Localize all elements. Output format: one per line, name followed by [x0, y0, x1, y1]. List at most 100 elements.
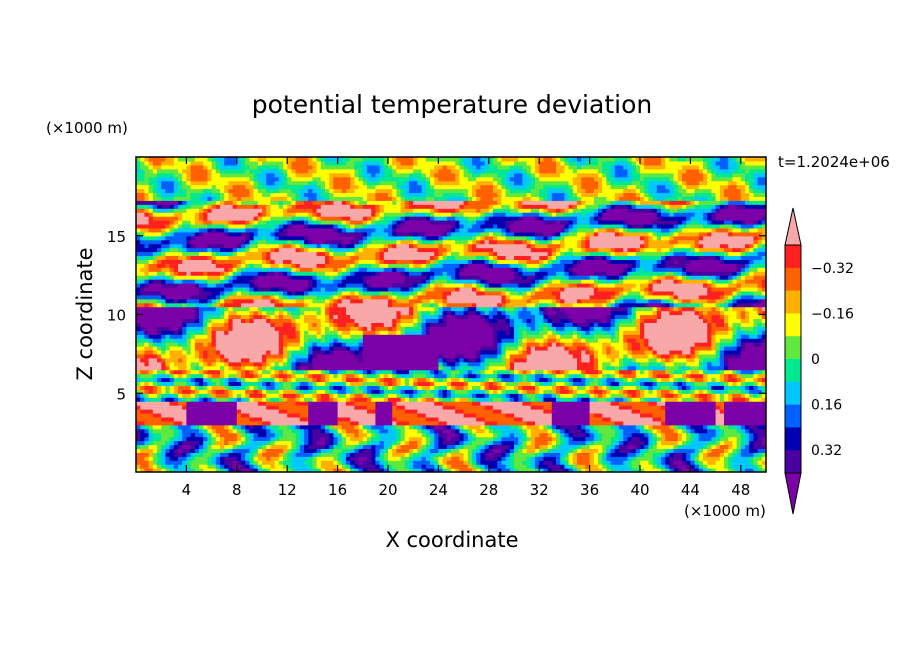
contour-cell [459, 397, 465, 402]
contour-cell [417, 377, 423, 383]
contour-cell [467, 424, 473, 430]
contour-cell [316, 460, 322, 465]
contour-cell [732, 436, 738, 442]
contour-cell [337, 440, 343, 446]
contour-cell [564, 416, 570, 422]
contour-cell [577, 346, 582, 351]
contour-cell [165, 393, 171, 398]
contour-cell [320, 412, 326, 418]
contour-cell [593, 361, 599, 367]
contour-cell [560, 448, 565, 453]
contour-cell [711, 428, 717, 434]
contour-cell [144, 428, 150, 434]
contour-cell [161, 416, 166, 422]
contour-cell [610, 444, 616, 449]
contour-cell [442, 357, 448, 363]
contour-cell [325, 397, 330, 402]
contour-cell [543, 428, 549, 434]
contour-cell [186, 452, 192, 457]
contour-cell [430, 397, 435, 402]
contour-cell [400, 389, 406, 394]
contour-cell [283, 361, 288, 367]
contour-cell [635, 401, 641, 406]
contour-cell [182, 365, 187, 371]
contour-cell [757, 444, 763, 449]
contour-cell [610, 448, 616, 453]
contour-cell [148, 377, 154, 383]
contour-cell [165, 444, 171, 449]
contour-cell [459, 468, 465, 472]
contour-cell [140, 393, 145, 398]
contour-cell [379, 377, 385, 383]
contour-cell [673, 361, 679, 367]
contour-cell [614, 377, 620, 383]
contour-cell [682, 377, 687, 383]
contour-cell [732, 373, 738, 379]
contour-cell [745, 460, 750, 465]
contour-cell [329, 377, 334, 383]
contour-cell [186, 405, 192, 410]
contour-cell [732, 428, 738, 434]
contour-cell [593, 409, 599, 414]
contour-cell [761, 393, 766, 398]
contour-cell [430, 385, 435, 390]
contour-cell [606, 389, 612, 394]
contour-cell [173, 357, 179, 363]
contour-cell [509, 440, 515, 446]
contour-cell [165, 409, 171, 414]
contour-cell [757, 452, 763, 457]
contour-cell [186, 409, 192, 414]
contour-cell [421, 432, 427, 438]
contour-cell [472, 357, 477, 363]
contour-cell [396, 456, 402, 461]
contour-cell [472, 397, 477, 402]
contour-cell [606, 373, 612, 379]
contour-cell [535, 420, 540, 426]
contour-cell [530, 385, 536, 390]
contour-cell [383, 381, 389, 386]
contour-cell [287, 412, 292, 418]
contour-cell [169, 452, 175, 457]
contour-cell [761, 424, 766, 430]
contour-cell [262, 416, 267, 422]
contour-cell [749, 393, 754, 398]
contour-cell [178, 456, 183, 461]
contour-cell [707, 456, 712, 461]
contour-cell [396, 342, 402, 347]
contour-cell [640, 353, 645, 359]
contour-cell [329, 393, 334, 398]
contour-cell [287, 468, 292, 472]
contour-cell [577, 428, 582, 434]
contour-cell [178, 452, 183, 457]
contour-cell [732, 440, 738, 446]
contour-cell [522, 416, 528, 422]
contour-cell [438, 377, 444, 383]
contour-cell [707, 452, 712, 457]
contour-cell [417, 409, 423, 414]
contour-cell [635, 416, 641, 422]
contour-cell [396, 432, 402, 438]
contour-cell [715, 409, 721, 414]
contour-cell [656, 381, 662, 386]
contour-cell [396, 346, 402, 351]
contour-cell [530, 401, 536, 406]
contour-cell [287, 464, 292, 469]
contour-cell [287, 397, 292, 402]
contour-cell [614, 385, 620, 390]
contour-cell [182, 464, 187, 469]
contour-cell [207, 436, 213, 442]
contour-cell [173, 460, 179, 465]
contour-cell [467, 346, 473, 351]
contour-cell [707, 440, 712, 446]
contour-cell [480, 440, 486, 446]
contour-cell [362, 346, 368, 351]
contour-cell [350, 405, 355, 410]
contour-cell [539, 420, 544, 426]
contour-cell [451, 349, 456, 355]
contour-cell [425, 405, 431, 410]
contour-cell [207, 464, 213, 469]
contour-cell [182, 460, 187, 465]
contour-cell [467, 405, 473, 410]
contour-cell [467, 416, 473, 422]
contour-cell [703, 405, 708, 410]
